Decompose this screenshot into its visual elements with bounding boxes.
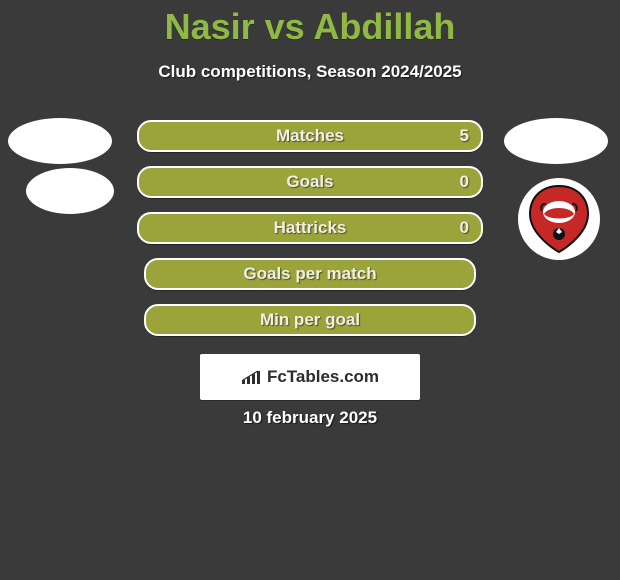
bar-value: 5: [460, 126, 469, 146]
stat-row: Goals per match: [0, 256, 620, 292]
bar-goals-per-match: Goals per match: [144, 258, 476, 290]
brand-text: FcTables.com: [267, 367, 379, 387]
bar-value: 0: [460, 218, 469, 238]
bar-goals: Goals 0: [137, 166, 483, 198]
bar-label: Matches: [276, 126, 344, 146]
bars-chart-icon: [241, 370, 261, 384]
snapshot-date: 10 february 2025: [0, 408, 620, 428]
stat-row: Hattricks 0: [0, 210, 620, 246]
brand-box: FcTables.com: [200, 354, 420, 400]
bar-value: 0: [460, 172, 469, 192]
bar-matches: Matches 5: [137, 120, 483, 152]
stat-bars: Matches 5 Goals 0 Hattricks 0 Goals per …: [0, 118, 620, 348]
bar-min-per-goal: Min per goal: [144, 304, 476, 336]
competition-subtitle: Club competitions, Season 2024/2025: [0, 62, 620, 82]
bar-label: Min per goal: [260, 310, 360, 330]
stat-row: Matches 5: [0, 118, 620, 154]
bar-label: Goals per match: [243, 264, 376, 284]
stat-row: Min per goal: [0, 302, 620, 338]
comparison-card: Nasir vs Abdillah Club competitions, Sea…: [0, 0, 620, 580]
page-title: Nasir vs Abdillah: [0, 0, 620, 48]
stat-row: Goals 0: [0, 164, 620, 200]
bar-label: Hattricks: [274, 218, 347, 238]
bar-hattricks: Hattricks 0: [137, 212, 483, 244]
bar-label: Goals: [286, 172, 333, 192]
